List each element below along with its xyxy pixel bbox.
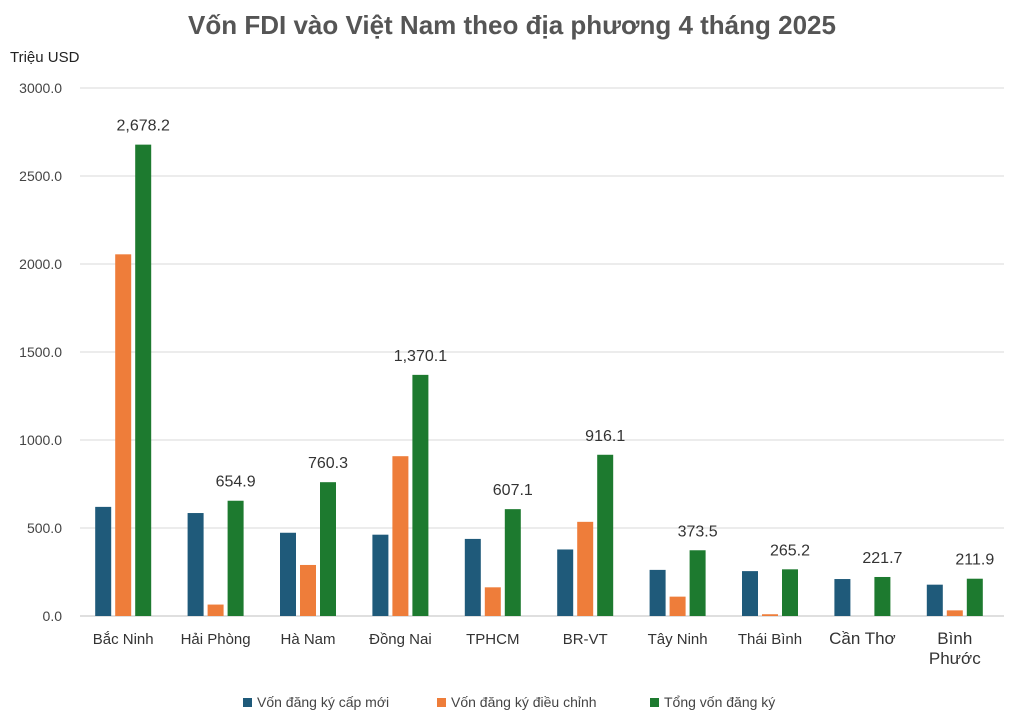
bar-vốn-đăng-ký-điều-chỉnh	[115, 254, 132, 616]
data-label: 211.9	[955, 552, 994, 569]
data-label: 265.2	[770, 542, 810, 559]
data-label: 607.1	[493, 482, 533, 499]
data-label: 221.7	[862, 550, 902, 567]
bar-tổng-vốn-đăng-ký	[874, 576, 891, 616]
bar-tổng-vốn-đăng-ký	[504, 509, 521, 616]
bar-vốn-đăng-ký-cấp-mới	[95, 506, 112, 616]
bar-vốn-đăng-ký-cấp-mới	[372, 534, 389, 616]
bar-vốn-đăng-ký-điều-chỉnh	[392, 456, 409, 616]
y-tick-label: 2500.0	[19, 168, 62, 184]
bar-vốn-đăng-ký-cấp-mới	[464, 538, 481, 616]
x-tick-label: Hải Phòng	[181, 631, 251, 648]
gridlines	[80, 87, 1004, 617]
x-axis-ticks: Bắc Ninh Hải Phòng Hà Nam Đồng Nai TPHCM BR-V…	[93, 629, 981, 668]
x-tick-label: Bình	[937, 629, 972, 648]
legend-item-label: Vốn đăng ký cấp mới	[257, 694, 389, 710]
x-tick-label: TPHCM	[466, 631, 519, 648]
x-tick-label: Đồng Nai	[369, 631, 432, 648]
chart-title: Vốn FDI vào Việt Nam theo địa phương 4 t…	[188, 10, 836, 40]
data-label: 2,678.2	[117, 118, 170, 135]
bar-vốn-đăng-ký-cấp-mới	[187, 513, 204, 616]
bar-tổng-vốn-đăng-ký	[320, 482, 336, 616]
legend-swatch	[243, 698, 252, 707]
bar-vốn-đăng-ký-điều-chỉnh	[946, 610, 963, 616]
bar-vốn-đăng-ký-điều-chỉnh	[300, 564, 316, 616]
y-tick-label: 3000.0	[19, 80, 62, 96]
legend-item-label: Tổng vốn đăng ký	[664, 694, 775, 710]
bar-vốn-đăng-ký-điều-chỉnh	[669, 596, 686, 616]
x-tick-label: Tây Ninh	[648, 631, 708, 648]
bar-vốn-đăng-ký-cấp-mới	[280, 532, 296, 616]
bar-vốn-đăng-ký-cấp-mới	[834, 579, 851, 616]
bar-vốn-đăng-ký-điều-chỉnh	[484, 587, 501, 616]
data-label: 916.1	[585, 428, 625, 445]
legend-item-label: Vốn đăng ký điều chỉnh	[451, 694, 597, 710]
legend-swatch	[650, 698, 659, 707]
y-axis-label: Triệu USD	[10, 49, 80, 66]
bar-vốn-đăng-ký-cấp-mới	[557, 549, 574, 616]
x-tick-label: Thái Bình	[738, 631, 802, 648]
data-label: 1,370.1	[394, 348, 447, 365]
data-label: 760.3	[308, 455, 348, 472]
bar-tổng-vốn-đăng-ký	[966, 578, 983, 616]
bar-tổng-vốn-đăng-ký	[227, 500, 244, 616]
bar-vốn-đăng-ký-cấp-mới	[649, 569, 666, 616]
bar-vốn-đăng-ký-cấp-mới	[742, 571, 758, 616]
y-tick-label: 1000.0	[19, 432, 62, 448]
bars	[95, 144, 983, 617]
bar-vốn-đăng-ký-điều-chỉnh	[762, 614, 778, 616]
data-labels: 2,678.2 654.9 760.3 1,370.1 607.1 916.1 373.5 2…	[117, 118, 995, 569]
legend: Vốn đăng ký cấp mới Vốn đăng ký điều chỉn…	[243, 694, 775, 710]
x-tick-label: Hà Nam	[280, 631, 335, 648]
x-tick-label: Cần Thơ	[829, 629, 896, 648]
y-tick-label: 2000.0	[19, 256, 62, 272]
x-tick-label: BR-VT	[563, 631, 608, 648]
data-label: 373.5	[678, 523, 718, 540]
bar-tổng-vốn-đăng-ký	[135, 144, 152, 617]
bar-tổng-vốn-đăng-ký	[689, 550, 706, 616]
bar-tổng-vốn-đăng-ký	[412, 374, 429, 616]
x-tick-label: Bắc Ninh	[93, 631, 154, 648]
x-tick-label: Phước	[929, 649, 981, 668]
y-tick-label: 0.0	[43, 608, 63, 624]
bar-tổng-vốn-đăng-ký	[782, 569, 798, 616]
bar-vốn-đăng-ký-điều-chỉnh	[577, 521, 594, 616]
legend-swatch	[437, 698, 446, 707]
bar-vốn-đăng-ký-điều-chỉnh	[207, 604, 224, 616]
bar-vốn-đăng-ký-cấp-mới	[926, 584, 943, 616]
y-tick-label: 1500.0	[19, 344, 62, 360]
data-label: 654.9	[216, 474, 256, 491]
y-axis-ticks: 0.0 500.0 1000.0 1500.0 2000.0 2500.0 3000.0	[19, 80, 62, 624]
y-tick-label: 500.0	[27, 520, 62, 536]
bar-tổng-vốn-đăng-ký	[597, 454, 614, 616]
